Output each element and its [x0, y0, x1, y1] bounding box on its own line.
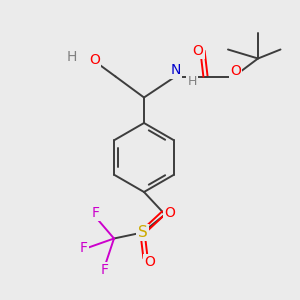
Text: O: O — [89, 53, 100, 67]
Text: F: F — [101, 263, 109, 277]
Text: H: H — [67, 50, 77, 64]
Text: H: H — [187, 75, 197, 88]
Text: O: O — [145, 256, 155, 269]
Text: F: F — [80, 241, 88, 254]
Text: S: S — [138, 225, 147, 240]
Text: O: O — [164, 206, 175, 220]
Text: N: N — [170, 64, 181, 77]
Text: F: F — [92, 206, 100, 220]
Text: O: O — [230, 64, 241, 78]
Text: O: O — [164, 205, 175, 218]
Text: O: O — [193, 44, 203, 58]
